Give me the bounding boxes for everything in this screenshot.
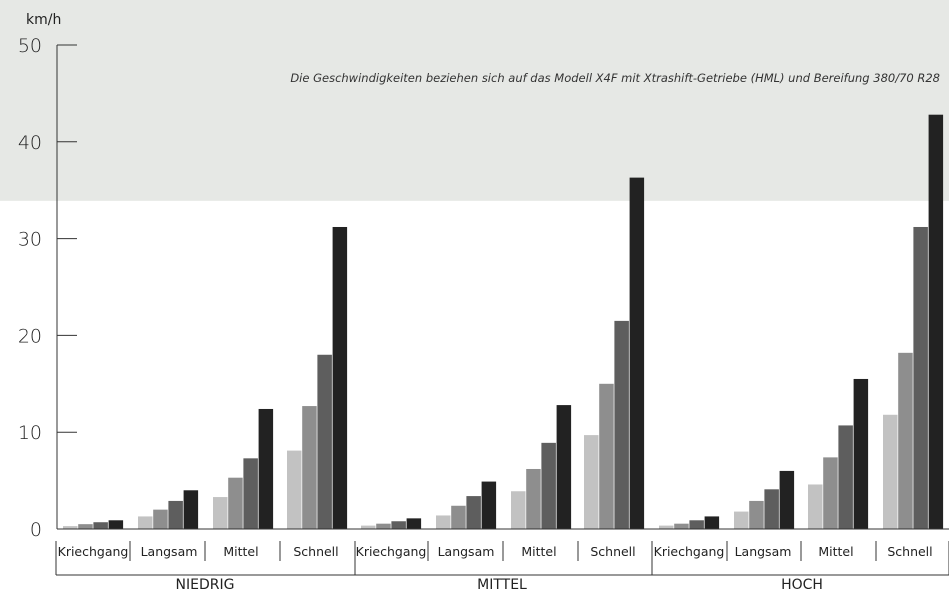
bar [376,523,391,529]
y-tick-label: 40 [18,132,42,154]
bar [898,352,913,529]
bar [541,442,556,529]
bars-layer [63,114,944,530]
bar [823,457,838,529]
bar [883,414,898,529]
bar [108,520,124,529]
bar [361,525,376,529]
bar [436,515,451,529]
bar [451,505,466,529]
bar [183,490,199,529]
bar [332,226,348,529]
bar [614,320,629,529]
category-label: Mittel [223,544,258,559]
bar [928,114,944,530]
group-label: NIEDRIG [176,577,235,593]
bar [391,521,406,529]
bar [481,481,497,529]
category-label: Kriechgang [356,544,427,559]
bar [511,491,526,529]
y-tick-label: 50 [18,35,42,57]
y-tick-label: 20 [18,325,42,347]
bar [406,518,422,529]
axes-layer: 0 10 20 30 40 50 [18,35,949,541]
category-label: Langsam [735,544,792,559]
bar [659,525,674,529]
category-label: Mittel [521,544,556,559]
bar [704,516,720,529]
chart-annotation: Die Geschwindigkeiten beziehen sich auf … [290,71,940,85]
bar [629,177,645,529]
bar [764,489,779,529]
category-label: Kriechgang [58,544,129,559]
bar [213,497,228,529]
bar [779,470,795,529]
bar [228,477,243,529]
bar [556,405,572,529]
category-label: Schnell [293,544,338,559]
bar [258,408,274,529]
bar [287,450,302,529]
highlight-band [0,0,949,201]
bar [734,511,749,529]
bar [138,516,153,529]
y-tick-label: 10 [18,422,42,444]
bar [853,378,869,529]
category-label: Langsam [438,544,495,559]
bar [808,484,823,529]
bar [168,500,183,529]
category-label: Schnell [590,544,635,559]
group-label: MITTEL [477,577,527,593]
category-label: Mittel [818,544,853,559]
category-label: Langsam [141,544,198,559]
bar [93,522,108,529]
bar [63,526,78,529]
bar [466,496,481,529]
y-axis-unit-label: km/h [26,12,61,28]
category-label: Kriechgang [654,544,725,559]
group-label: HOCH [781,577,823,593]
bar [689,520,704,529]
bar [317,354,332,529]
y-tick-label: 0 [30,519,42,541]
bar [749,500,764,529]
y-tick-label: 30 [18,229,42,251]
bar [302,406,317,529]
x-labels-layer: Kriechgang Langsam Mittel Schnell NIEDRIG Kri… [55,541,949,593]
bar [584,435,599,529]
bar [913,226,928,529]
bar [599,383,614,529]
bar [526,468,541,529]
category-label: Schnell [887,544,932,559]
bar [243,458,258,529]
bar [153,509,168,529]
bar [838,425,853,529]
bar [674,523,689,529]
bar [78,524,93,529]
